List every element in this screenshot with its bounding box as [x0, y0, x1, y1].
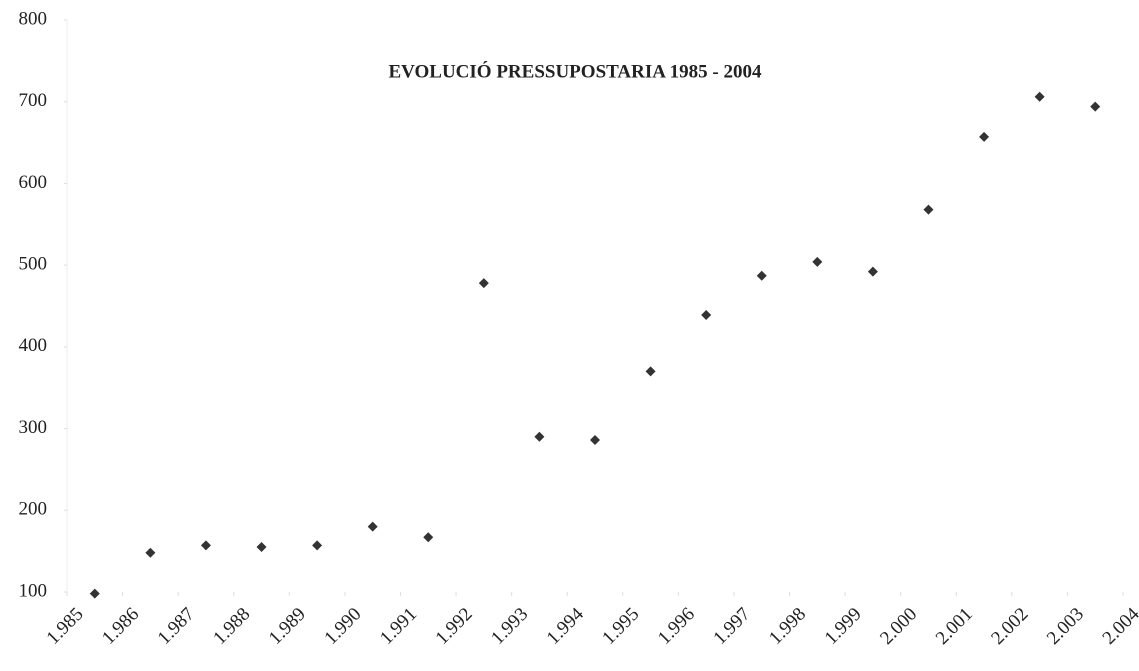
point	[1034, 91, 1045, 102]
x-tick-label: 1.991	[376, 604, 421, 649]
y-tick-label: 500	[19, 254, 48, 275]
x-tick-label: 2.001	[932, 604, 977, 649]
x-tick-label: 1.994	[543, 603, 588, 648]
x-tick-label: 1.995	[598, 604, 643, 649]
y-tick-label: 300	[19, 417, 48, 438]
x-tick-label: 2.004	[1099, 603, 1139, 648]
y-tick-label: 100	[19, 580, 48, 601]
point	[590, 435, 600, 446]
point	[701, 309, 712, 320]
point	[367, 521, 378, 532]
x-tick-label: 1.987	[154, 604, 199, 649]
y-tick-label: 400	[19, 335, 48, 356]
point	[423, 532, 434, 543]
x-tick-label: 1.986	[98, 604, 143, 649]
y-tick-label: 600	[19, 172, 48, 193]
point	[89, 588, 100, 599]
point	[1090, 101, 1101, 112]
x-tick-label: 2.002	[987, 604, 1032, 649]
x-tick-label: 2.000	[876, 604, 921, 649]
x-tick-label: 1.990	[320, 604, 365, 649]
x-tick-label: 1.992	[432, 604, 477, 649]
y-tick-label: 800	[19, 8, 48, 29]
x-tick-label: 1.998	[765, 604, 810, 649]
point	[200, 540, 211, 551]
x-tick-label: 1.996	[654, 604, 699, 649]
x-tick-label: 1.997	[709, 604, 754, 649]
point	[979, 131, 990, 142]
y-tick-label: 200	[19, 499, 48, 520]
x-tick-label: 2.003	[1043, 604, 1088, 649]
x-tick-label: 1.988	[209, 604, 254, 649]
x-tick-label: 1.985	[43, 604, 88, 649]
x-tick-label: 1.999	[821, 604, 866, 649]
point	[812, 256, 823, 267]
point	[645, 366, 656, 377]
y-tick-label: 700	[19, 90, 48, 111]
point	[534, 431, 545, 442]
x-tick-label: 1.993	[487, 604, 532, 649]
point	[256, 542, 267, 553]
point	[923, 204, 934, 215]
chart-title: EVOLUCIÓ PRESSUPOSTARIA 1985 - 2004	[389, 60, 762, 82]
point	[312, 540, 323, 551]
point	[145, 547, 156, 558]
point	[867, 266, 878, 277]
x-tick-label: 1.989	[265, 604, 310, 649]
point	[478, 278, 489, 289]
point	[756, 270, 767, 281]
